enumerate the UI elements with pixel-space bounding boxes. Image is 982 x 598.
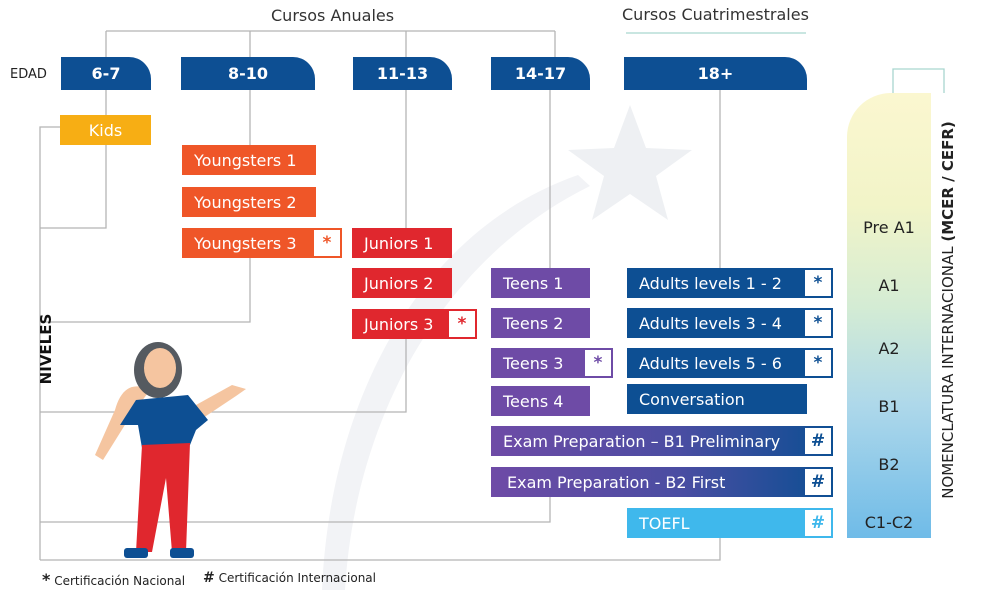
international-cert-badge: #	[805, 428, 831, 454]
course-youngsters-3: Youngsters 3 *	[182, 228, 342, 258]
course-juniors-2-label: Juniors 2	[364, 273, 434, 293]
star-decoration	[568, 105, 692, 220]
swoosh-decoration	[322, 175, 590, 590]
international-cert-symbol: #	[203, 570, 215, 586]
mcer-title: NOMENCLATURA INTERNACIONAL (MCER / CEFR)	[939, 121, 957, 499]
course-juniors-1-label: Juniors 1	[364, 233, 434, 253]
cefr-level-bar	[847, 93, 931, 538]
course-teens-4-label: Teens 4	[503, 391, 564, 411]
international-cert-badge: #	[805, 469, 831, 495]
age-14-17: 14-17	[491, 57, 590, 90]
course-kids: Kids	[60, 115, 151, 145]
course-adults-1-2: Adults levels 1 - 2 *	[627, 268, 833, 298]
legend-nacional-label: Certificación Nacional	[54, 574, 186, 588]
course-teens-1-label: Teens 1	[503, 273, 564, 293]
course-youngsters-1: Youngsters 1	[182, 145, 316, 175]
legend-internacional-label: Certificación Internacional	[218, 571, 376, 585]
course-adults-5-6: Adults levels 5 - 6 *	[627, 348, 833, 378]
national-cert-badge: *	[314, 230, 340, 256]
national-cert-badge: *	[805, 270, 831, 296]
course-juniors-3: Juniors 3 *	[352, 309, 477, 339]
girl-illustration	[95, 342, 246, 558]
level-pre-a1: Pre A1	[863, 218, 915, 237]
course-toefl: TOEFL #	[627, 508, 833, 538]
edad-label: EDAD	[10, 67, 47, 82]
course-conversation: Conversation	[627, 384, 807, 414]
level-b1: B1	[878, 397, 900, 416]
course-adults-1-2-label: Adults levels 1 - 2	[639, 273, 782, 293]
level-c1-c2: C1-C2	[864, 513, 914, 532]
age-18-plus: 18+	[624, 57, 807, 90]
national-cert-badge: *	[805, 350, 831, 376]
course-teens-4: Teens 4	[491, 386, 590, 416]
course-youngsters-1-label: Youngsters 1	[194, 150, 297, 170]
course-teens-3: Teens 3 *	[491, 348, 613, 378]
course-adults-3-4-label: Adults levels 3 - 4	[639, 313, 782, 333]
course-conversation-label: Conversation	[639, 389, 745, 409]
course-youngsters-2-label: Youngsters 2	[194, 192, 297, 212]
international-cert-badge: #	[805, 510, 831, 536]
course-adults-5-6-label: Adults levels 5 - 6	[639, 353, 782, 373]
course-exam-b1-preliminary: Exam Preparation – B1 Preliminary #	[491, 426, 833, 456]
course-exam-b2-first-label: Exam Preparation - B2 First	[507, 472, 726, 492]
course-juniors-1: Juniors 1	[352, 228, 452, 258]
course-kids-label: Kids	[88, 120, 123, 140]
legend-nacional: * Certificación Nacional	[42, 570, 185, 589]
course-juniors-3-label: Juniors 3	[364, 314, 434, 334]
national-cert-badge: *	[449, 311, 475, 337]
mcer-title-regular: NOMENCLATURA INTERNACIONAL	[939, 241, 957, 499]
national-cert-symbol: *	[42, 570, 51, 589]
niveles-label: NIVELES	[37, 313, 55, 385]
mcer-title-bold: (MCER / CEFR)	[939, 121, 957, 242]
level-a2: A2	[878, 339, 900, 358]
national-cert-badge: *	[585, 350, 611, 376]
course-exam-b2-first: Exam Preparation - B2 First #	[491, 467, 833, 497]
national-cert-badge: *	[805, 310, 831, 336]
age-8-10: 8-10	[181, 57, 315, 90]
header-cursos-anuales: Cursos Anuales	[271, 6, 395, 25]
age-6-7: 6-7	[61, 57, 151, 90]
course-teens-2-label: Teens 2	[503, 313, 564, 333]
course-teens-1: Teens 1	[491, 268, 590, 298]
course-teens-2: Teens 2	[491, 308, 590, 338]
header-cursos-cuatrimestrales: Cursos Cuatrimestrales	[622, 5, 809, 24]
course-exam-b1-preliminary-label: Exam Preparation – B1 Preliminary	[503, 431, 781, 451]
course-toefl-label: TOEFL	[639, 513, 690, 533]
course-juniors-2: Juniors 2	[352, 268, 452, 298]
age-11-13: 11-13	[353, 57, 452, 90]
legend-internacional: # Certificación Internacional	[203, 570, 376, 586]
course-youngsters-3-label: Youngsters 3	[194, 233, 297, 253]
course-teens-3-label: Teens 3	[503, 353, 564, 373]
course-youngsters-2: Youngsters 2	[182, 187, 316, 217]
level-a1: A1	[878, 276, 900, 295]
level-b2: B2	[878, 455, 900, 474]
course-adults-3-4: Adults levels 3 - 4 *	[627, 308, 833, 338]
